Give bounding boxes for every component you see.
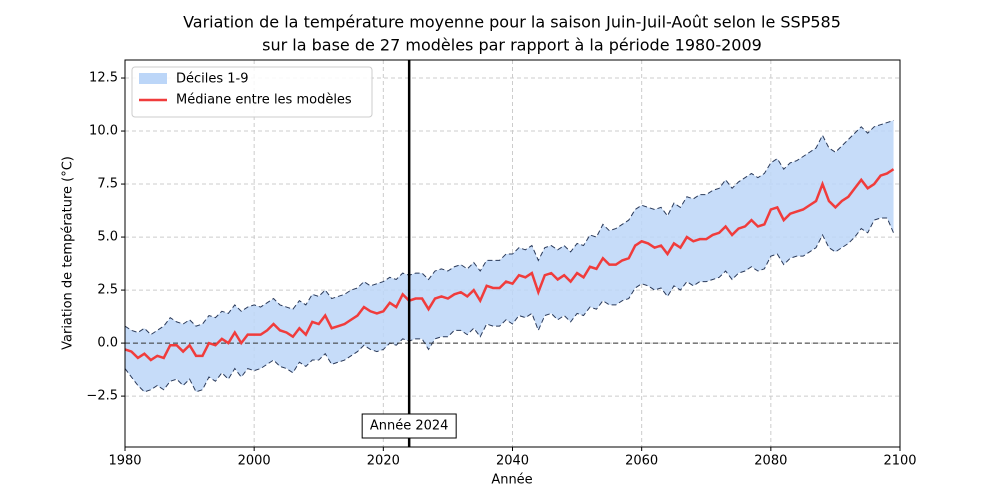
chart-subtitle: sur la base de 27 modèles par rapport à …	[262, 36, 762, 55]
legend: Déciles 1-9 Médiane entre les modèles	[131, 66, 373, 118]
y-tick-label: 2.5	[97, 283, 118, 298]
y-tick-label: 10.0	[89, 124, 118, 139]
annotation: Année 2024	[370, 419, 449, 434]
legend-swatch	[139, 73, 167, 84]
y-tick-label: −2.5	[86, 389, 118, 404]
legend-label: Déciles 1-9	[176, 72, 249, 87]
x-axis-label: Année	[491, 473, 532, 488]
y-tick-label: 12.5	[89, 71, 118, 86]
decile-line	[124, 217, 895, 393]
x-tick-label: 2040	[496, 454, 529, 469]
annotation-box	[361, 413, 457, 439]
y-tick-label: 5.0	[97, 230, 118, 245]
legend-box	[131, 66, 373, 118]
median-line	[124, 168, 895, 362]
plot-frame	[124, 59, 901, 448]
y-tick-label: 0.0	[97, 336, 118, 351]
y-axis-label: Variation de température (°C)	[61, 156, 76, 350]
x-tick-label: 2000	[238, 454, 271, 469]
x-tick-label: 2060	[625, 454, 658, 469]
x-tick-label: 2100	[883, 454, 916, 469]
x-tick-label: 2020	[367, 454, 400, 469]
x-tick-label: 2080	[754, 454, 787, 469]
decile-line	[124, 119, 894, 336]
y-tick-label: 7.5	[97, 177, 118, 192]
legend-label: Médiane entre les modèles	[176, 93, 352, 108]
chart-title: Variation de la température moyenne pour…	[183, 13, 841, 32]
x-tick-label: 1980	[108, 454, 141, 469]
